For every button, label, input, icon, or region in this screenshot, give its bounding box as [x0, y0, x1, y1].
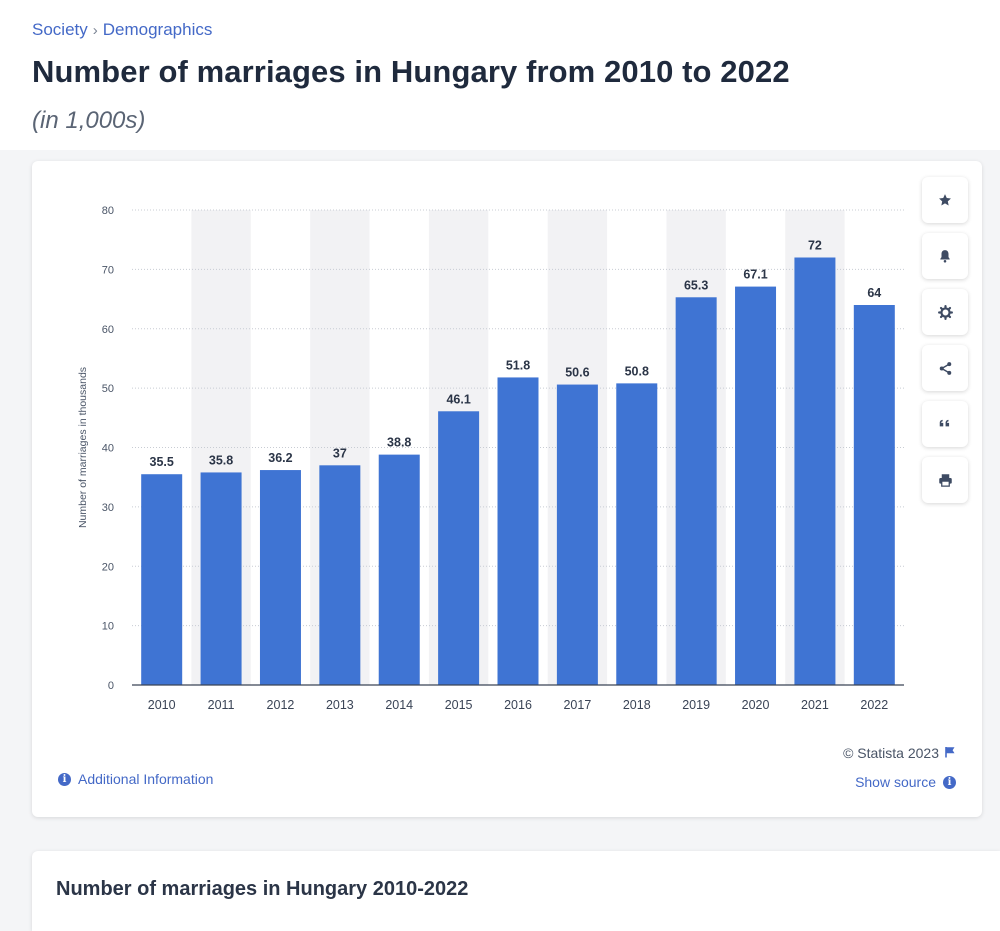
x-tick-label: 2016: [504, 698, 532, 712]
page-header: Society › Demographics Number of marriages…: [0, 0, 1000, 150]
star-icon: [939, 194, 951, 206]
data-section-card: Number of marriages in Hungary 2010-2022: [32, 851, 1000, 931]
y-tick-label: 50: [102, 383, 114, 395]
bar: [319, 465, 361, 685]
data-label: 35.5: [150, 455, 174, 469]
data-label: 37: [333, 446, 347, 460]
x-tick-label: 2014: [385, 698, 413, 712]
y-tick-label: 0: [108, 680, 114, 692]
data-label: 35.8: [209, 453, 233, 467]
breadcrumb-society[interactable]: Society: [32, 20, 88, 39]
data-label: 72: [808, 239, 822, 253]
settings-button[interactable]: [922, 289, 968, 335]
info-icon: i: [58, 772, 71, 786]
section-title: Number of marriages in Hungary 2010-2022: [56, 878, 469, 900]
y-tick-label: 80: [102, 205, 114, 217]
favorite-button[interactable]: [922, 177, 968, 223]
bar: [616, 383, 658, 685]
x-tick-label: 2013: [326, 698, 354, 712]
y-axis-label: Number of marriages in thousands: [77, 367, 89, 528]
page-subtitle: (in 1,000s): [32, 107, 146, 134]
x-tick-label: 2022: [860, 698, 888, 712]
bar: [794, 257, 836, 685]
data-label: 46.1: [446, 392, 470, 406]
share-button[interactable]: [922, 345, 968, 391]
y-tick-label: 30: [102, 502, 114, 514]
show-source-link[interactable]: Show source i: [855, 774, 956, 790]
x-tick-label: 2010: [148, 698, 176, 712]
bar: [438, 411, 480, 685]
share-icon: [939, 361, 951, 375]
x-tick-label: 2020: [742, 698, 770, 712]
data-label: 51.8: [506, 358, 530, 372]
x-tick-label: 2015: [445, 698, 473, 712]
breadcrumb-separator: ›: [92, 22, 98, 39]
flag-icon[interactable]: [945, 745, 956, 761]
bar: [200, 472, 242, 685]
data-label: 64: [867, 286, 881, 300]
y-tick-label: 40: [102, 443, 114, 455]
notification-button[interactable]: [922, 233, 968, 279]
quote-icon: [939, 419, 950, 427]
chart-toolbar: [922, 177, 970, 513]
data-label: 38.8: [387, 436, 411, 450]
x-tick-label: 2012: [267, 698, 295, 712]
y-tick-label: 60: [102, 324, 114, 336]
bar: [556, 384, 598, 685]
bar: [378, 454, 420, 685]
data-label: 50.8: [625, 364, 649, 378]
show-source-label: Show source: [855, 774, 936, 790]
data-label: 36.2: [268, 451, 292, 465]
page-title: Number of marriages in Hungary from 2010…: [32, 54, 790, 89]
additional-information-link[interactable]: i Additional Information: [58, 771, 213, 787]
bar: [675, 297, 717, 685]
data-label: 50.6: [565, 366, 589, 380]
bar: [735, 286, 777, 685]
bar: [141, 474, 183, 685]
copyright-text: © Statista 2023: [843, 745, 956, 761]
breadcrumb-demographics[interactable]: Demographics: [102, 20, 213, 39]
additional-information-label: Additional Information: [78, 771, 214, 787]
chart-card: 0 10 20 30 40 50 60 70 80 35.5 2010 35.8 2011 36.2 201…: [32, 161, 982, 817]
cite-button[interactable]: [922, 401, 968, 447]
info-icon: i: [943, 775, 956, 789]
bar: [497, 377, 539, 685]
y-tick-label: 10: [102, 621, 114, 633]
x-tick-label: 2017: [563, 698, 591, 712]
bar-chart: 0 10 20 30 40 50 60 70 80 35.5 2010 35.8 2011 36.2 201…: [77, 205, 904, 712]
bell-icon: [940, 250, 950, 263]
gear-icon: [937, 304, 953, 320]
bar: [259, 470, 301, 685]
data-label: 65.3: [684, 278, 708, 292]
data-label: 67.1: [743, 268, 767, 282]
x-tick-label: 2018: [623, 698, 651, 712]
y-tick-label: 70: [102, 264, 114, 276]
x-tick-label: 2021: [801, 698, 829, 712]
print-icon: [938, 473, 952, 487]
x-tick-label: 2019: [682, 698, 710, 712]
y-tick-label: 20: [102, 561, 114, 573]
x-tick-label: 2011: [208, 698, 235, 712]
bar: [853, 305, 895, 685]
copyright-label: © Statista 2023: [843, 745, 939, 761]
print-button[interactable]: [922, 457, 968, 503]
breadcrumb: Society › Demographics: [32, 20, 212, 40]
